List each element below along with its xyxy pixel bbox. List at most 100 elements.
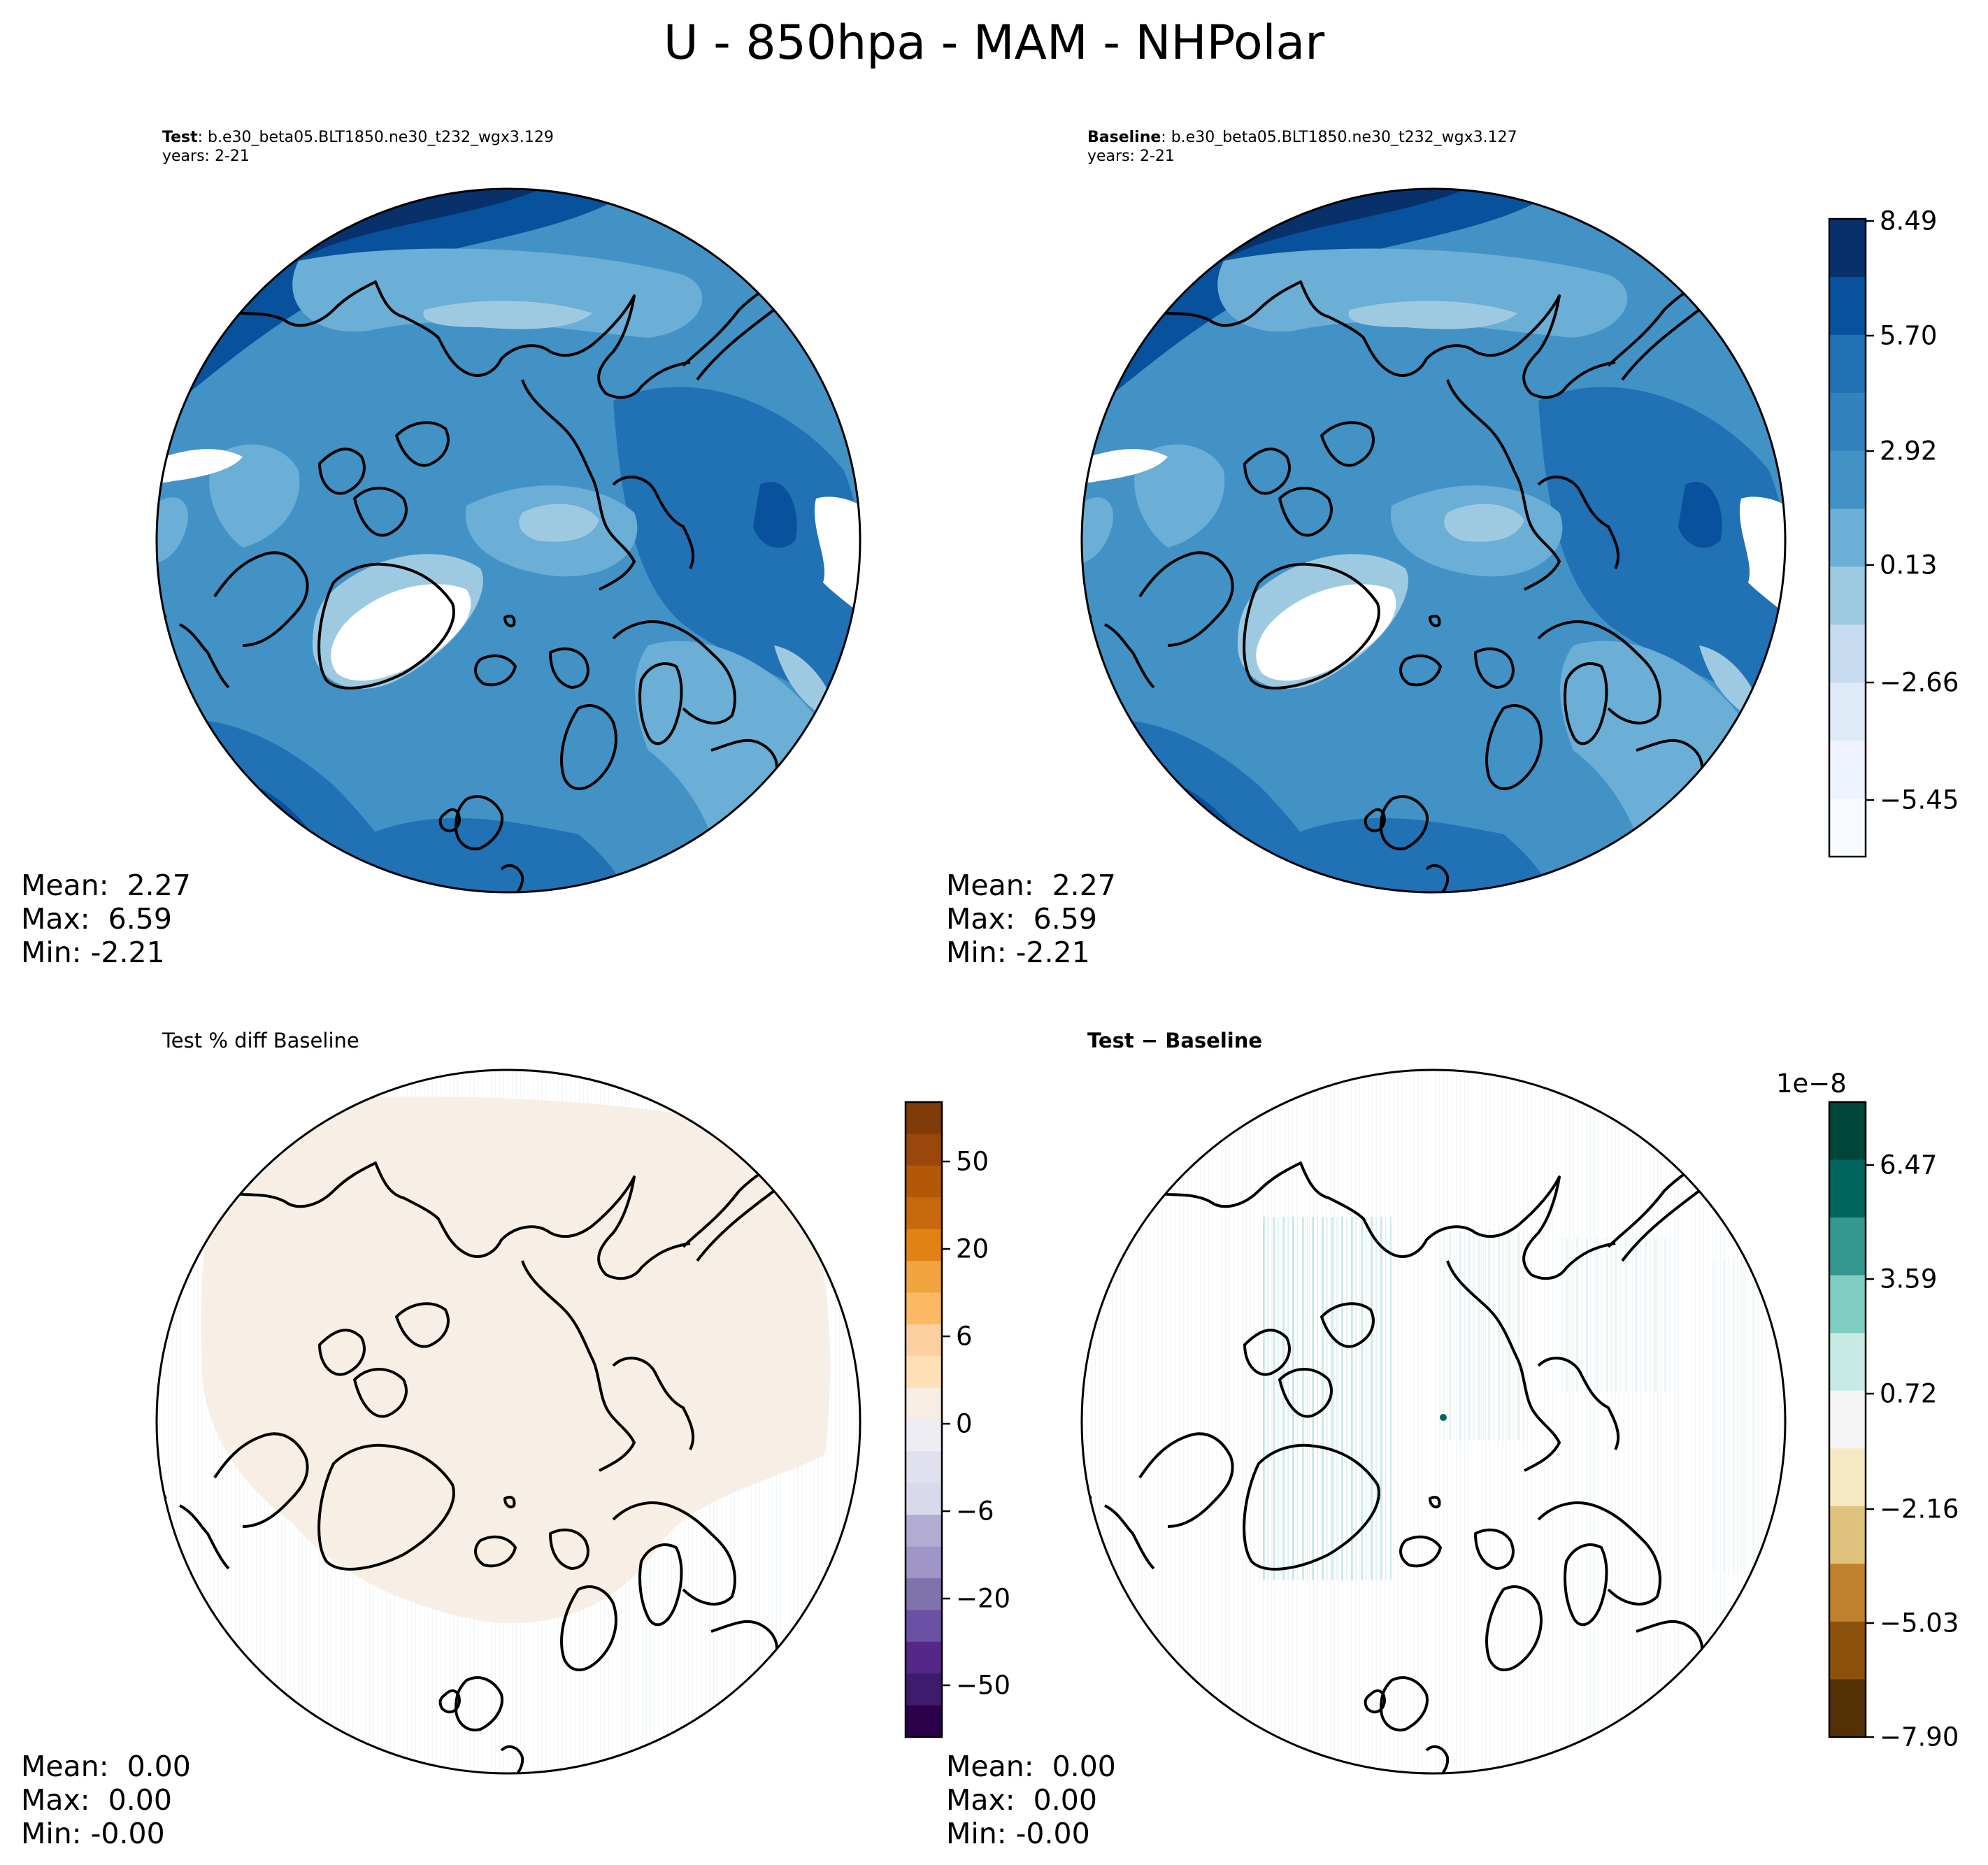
pctdiff-title: Test % diff Baseline <box>162 1029 359 1052</box>
field-colorbar-tick-label: 0.13 <box>1880 550 1938 580</box>
field-colorbar-segment <box>1829 219 1866 278</box>
diff-colorbar-segment <box>1829 1275 1866 1334</box>
pctdiff-colorbar-segment <box>906 1515 942 1548</box>
field-colorbar-segment <box>1829 624 1866 683</box>
diff-colorbar-segment <box>1829 1217 1866 1276</box>
field-colorbar-segment <box>1829 276 1866 336</box>
pctdiff-colorbar-tick-label: −20 <box>956 1583 1011 1614</box>
pctdiff-colorbar-tick-label: 20 <box>956 1234 989 1264</box>
baseline-min: Min: -2.21 <box>946 936 1090 969</box>
field-colorbar-frame <box>1828 217 1867 858</box>
diff-colorbar-exponent: 1e−8 <box>1776 1069 1847 1099</box>
test-min: Min: -2.21 <box>21 936 165 969</box>
pctdiff-fill <box>201 1096 831 1624</box>
field-colorbar-segment <box>1829 450 1866 510</box>
diff-streaks-center <box>1440 1231 1524 1441</box>
test-mean: Mean: 2.27 <box>21 869 191 902</box>
pctdiff-colorbar-segment <box>906 1229 942 1262</box>
diff-colorbar-segment <box>1829 1390 1866 1449</box>
diff-mean: Mean: 0.00 <box>946 1750 1116 1783</box>
diff-colorbar-segment <box>1829 1621 1866 1680</box>
diff-max: Max: 0.00 <box>946 1783 1097 1817</box>
pctdiff-colorbar-segment <box>906 1197 942 1230</box>
diff-colorbar-tick-label: −5.03 <box>1880 1608 1959 1638</box>
pctdiff-stats: Mean: 0.00 Max: 0.00 Min: -0.00 <box>21 1750 191 1850</box>
test-label: Test <box>162 129 198 146</box>
diff-map <box>1080 1069 1787 1775</box>
pctdiff-colorbar-segment <box>906 1641 942 1674</box>
pctdiff-colorbar-tick-label: −50 <box>956 1670 1011 1701</box>
diff-min: Min: -0.00 <box>946 1817 1090 1850</box>
field-colorbar-segment <box>1829 683 1866 741</box>
pctdiff-colorbar-segment <box>906 1420 942 1452</box>
diff-colorbar-segment <box>1829 1506 1866 1564</box>
pctdiff-colorbar-tick-label: 6 <box>956 1321 973 1352</box>
baseline-stats: Mean: 2.27 Max: 6.59 Min: -2.21 <box>946 869 1116 969</box>
baseline-mean: Mean: 2.27 <box>946 869 1116 902</box>
pctdiff-colorbar-frame <box>904 1101 943 1738</box>
pctdiff-max: Max: 0.00 <box>21 1783 172 1817</box>
diff-colorbar-tick-label: 6.47 <box>1880 1150 1938 1180</box>
test-header: Test: b.e30_beta05.BLT1850.ne30_t232_wgx… <box>162 128 554 166</box>
pctdiff-colorbar-segment <box>906 1610 942 1643</box>
pctdiff-colorbar-segment <box>906 1134 942 1166</box>
diff-colorbar-segment <box>1829 1564 1866 1622</box>
diff-streaks-left <box>1259 1217 1392 1580</box>
pctdiff-colorbar-segment <box>906 1578 942 1610</box>
diff-title: Test − Baseline <box>1087 1029 1263 1052</box>
pctdiff-colorbar-segment <box>906 1261 942 1293</box>
pctdiff-colorbar-segment <box>906 1324 942 1357</box>
pctdiff-min: Min: -0.00 <box>21 1817 165 1850</box>
diff-colorbar-segment <box>1829 1159 1866 1218</box>
diff-colorbar-tick-label: −2.16 <box>1880 1494 1959 1524</box>
field-colorbar-segment <box>1829 334 1866 394</box>
pctdiff-colorbar-segment <box>906 1102 942 1134</box>
diff-colorbar-tick-label: 0.72 <box>1880 1378 1938 1409</box>
baseline-map <box>1080 187 1787 894</box>
test-years: years: 2-21 <box>162 148 250 165</box>
pctdiff-colorbar-segment <box>906 1673 942 1706</box>
field-colorbar-segment <box>1829 508 1866 567</box>
test-case-name: : b.e30_beta05.BLT1850.ne30_t232_wgx3.12… <box>197 129 554 146</box>
field-colorbar-segment <box>1829 392 1866 452</box>
pctdiff-map <box>155 1069 861 1775</box>
baseline-max: Max: 6.59 <box>946 902 1097 936</box>
pctdiff-colorbar-segment <box>906 1387 942 1420</box>
diff-colorbar-frame <box>1828 1101 1867 1738</box>
field-colorbar-segment <box>1829 566 1866 625</box>
diff-stats: Mean: 0.00 Max: 0.00 Min: -0.00 <box>946 1750 1116 1850</box>
pctdiff-colorbar-tick-label: 0 <box>956 1408 973 1439</box>
field-colorbar-segment <box>1829 799 1866 857</box>
pctdiff-colorbar-segment <box>906 1546 942 1579</box>
pctdiff-colorbar-segment <box>906 1482 942 1515</box>
pctdiff-colorbar-segment <box>906 1292 942 1325</box>
pctdiff-colorbar-tick-label: 50 <box>956 1146 989 1177</box>
diff-colorbar <box>1828 1101 1874 1738</box>
diff-colorbar-segment <box>1829 1448 1866 1507</box>
test-contour-fill <box>157 189 860 892</box>
diff-colorbar-tick-label: 3.59 <box>1880 1264 1938 1294</box>
field-colorbar-tick-label: 2.92 <box>1880 436 1938 466</box>
pctdiff-colorbar-segment <box>906 1705 942 1738</box>
field-colorbar-segment <box>1829 741 1866 799</box>
field-colorbar-tick-label: 8.49 <box>1880 206 1938 236</box>
pctdiff-colorbar-segment <box>906 1165 942 1198</box>
pctdiff-mean: Mean: 0.00 <box>21 1750 191 1783</box>
baseline-years: years: 2-21 <box>1087 148 1175 165</box>
diff-spot <box>1440 1414 1447 1421</box>
pctdiff-colorbar <box>904 1101 950 1738</box>
diff-colorbar-segment <box>1829 1102 1866 1161</box>
baseline-contour-fill <box>1082 189 1785 892</box>
baseline-label: Baseline <box>1087 129 1161 146</box>
diff-colorbar-tick-label: −7.90 <box>1880 1722 1959 1752</box>
test-max: Max: 6.59 <box>21 902 172 936</box>
pctdiff-colorbar-segment <box>906 1356 942 1389</box>
diff-colorbar-segment <box>1829 1679 1866 1738</box>
diff-streaks-right <box>1559 1238 1671 1392</box>
test-map <box>155 187 861 894</box>
field-colorbar-tick-label: −5.45 <box>1880 785 1959 815</box>
baseline-header: Baseline: b.e30_beta05.BLT1850.ne30_t232… <box>1087 128 1517 166</box>
pctdiff-colorbar-tick-label: −6 <box>956 1496 994 1527</box>
field-colorbar <box>1828 217 1874 858</box>
